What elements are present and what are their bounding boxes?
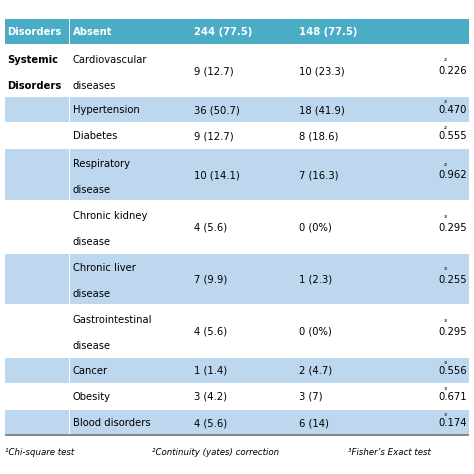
Bar [5,435,469,436]
Bar [5,356,469,358]
Bar [5,44,469,45]
Text: 0.470: 0.470 [438,105,467,115]
Text: 9 (12.7): 9 (12.7) [194,66,234,76]
Text: disease: disease [73,289,110,299]
Text: 3 (4.2): 3 (4.2) [194,392,228,402]
Text: 0 (0%): 0 (0%) [299,222,331,233]
Text: diseases: diseases [73,81,116,91]
Bar [5,96,469,97]
Text: 0.556: 0.556 [438,366,467,376]
Text: Gastrointestinal: Gastrointestinal [73,315,152,325]
Text: 0.962: 0.962 [438,170,467,181]
Bar [5,19,469,45]
Text: 0.555: 0.555 [438,131,467,141]
Text: disease: disease [73,341,110,351]
Text: Cardiovascular: Cardiovascular [73,55,147,64]
Text: Absent: Absent [73,27,112,37]
Bar [5,410,469,436]
Text: 0.295: 0.295 [438,327,467,337]
Bar [5,200,469,201]
Text: Disorders: Disorders [7,81,61,91]
Text: ²: ² [444,162,447,171]
Text: 0.255: 0.255 [438,274,467,285]
Text: ²: ² [444,57,447,66]
Text: 0.295: 0.295 [438,222,467,233]
Bar [5,201,469,254]
Text: 10 (14.1): 10 (14.1) [194,170,240,181]
Text: 0.174: 0.174 [438,418,467,428]
Bar [5,123,469,149]
Text: ³: ³ [444,360,447,369]
Bar [5,97,469,123]
Text: ¹Chi-square test: ¹Chi-square test [5,448,74,457]
Bar [5,384,469,410]
Bar [5,409,469,410]
Text: ³: ³ [444,214,447,223]
Text: 0 (0%): 0 (0%) [299,327,331,337]
Bar [5,434,469,436]
Text: 9 (12.7): 9 (12.7) [194,131,234,141]
Text: 6 (14): 6 (14) [299,418,328,428]
Text: Respiratory: Respiratory [73,159,129,169]
Text: Blood disorders: Blood disorders [73,418,150,428]
Bar [5,149,469,201]
Text: ³: ³ [444,412,447,421]
Text: 0.671: 0.671 [438,392,467,402]
Text: 148 (77.5): 148 (77.5) [299,27,357,37]
Text: Cancer: Cancer [73,366,108,376]
Text: 244 (77.5): 244 (77.5) [194,27,253,37]
Text: 0.226: 0.226 [438,66,467,76]
Bar [5,306,469,358]
Text: 1 (2.3): 1 (2.3) [299,274,332,285]
Text: disease: disease [73,237,110,247]
Bar [5,358,469,384]
Text: 36 (50.7): 36 (50.7) [194,105,240,115]
Bar [69,19,70,436]
Text: Chronic kidney: Chronic kidney [73,211,147,221]
Bar [5,122,469,123]
Text: ³: ³ [444,266,447,275]
Text: Systemic: Systemic [7,55,58,64]
Text: 7 (16.3): 7 (16.3) [299,170,338,181]
Text: disease: disease [73,185,110,195]
Bar [5,254,469,306]
Bar [5,383,469,384]
Text: 1 (1.4): 1 (1.4) [194,366,228,376]
Text: Disorders: Disorders [7,27,61,37]
Text: Chronic liver: Chronic liver [73,263,136,273]
Bar [5,148,469,149]
Text: ³Fisher’s Exact test: ³Fisher’s Exact test [348,448,431,457]
Text: Diabetes: Diabetes [73,131,117,141]
Bar [5,304,469,306]
Text: 7 (9.9): 7 (9.9) [194,274,228,285]
Text: 8 (18.6): 8 (18.6) [299,131,338,141]
Bar [5,252,469,254]
Text: ²: ² [444,125,447,134]
Text: ²: ² [444,99,447,108]
Text: 18 (41.9): 18 (41.9) [299,105,345,115]
Text: ³: ³ [444,318,447,327]
Text: 4 (5.6): 4 (5.6) [194,418,228,428]
Text: 4 (5.6): 4 (5.6) [194,222,228,233]
Text: 2 (4.7): 2 (4.7) [299,366,332,376]
Text: Hypertension: Hypertension [73,105,139,115]
Text: 4 (5.6): 4 (5.6) [194,327,228,337]
Text: Obesity: Obesity [73,392,110,402]
Text: ²Continuity (yates) correction: ²Continuity (yates) correction [152,448,279,457]
Text: ³: ³ [444,386,447,395]
Text: 3 (7): 3 (7) [299,392,322,402]
Bar [5,45,469,97]
Text: 10 (23.3): 10 (23.3) [299,66,344,76]
